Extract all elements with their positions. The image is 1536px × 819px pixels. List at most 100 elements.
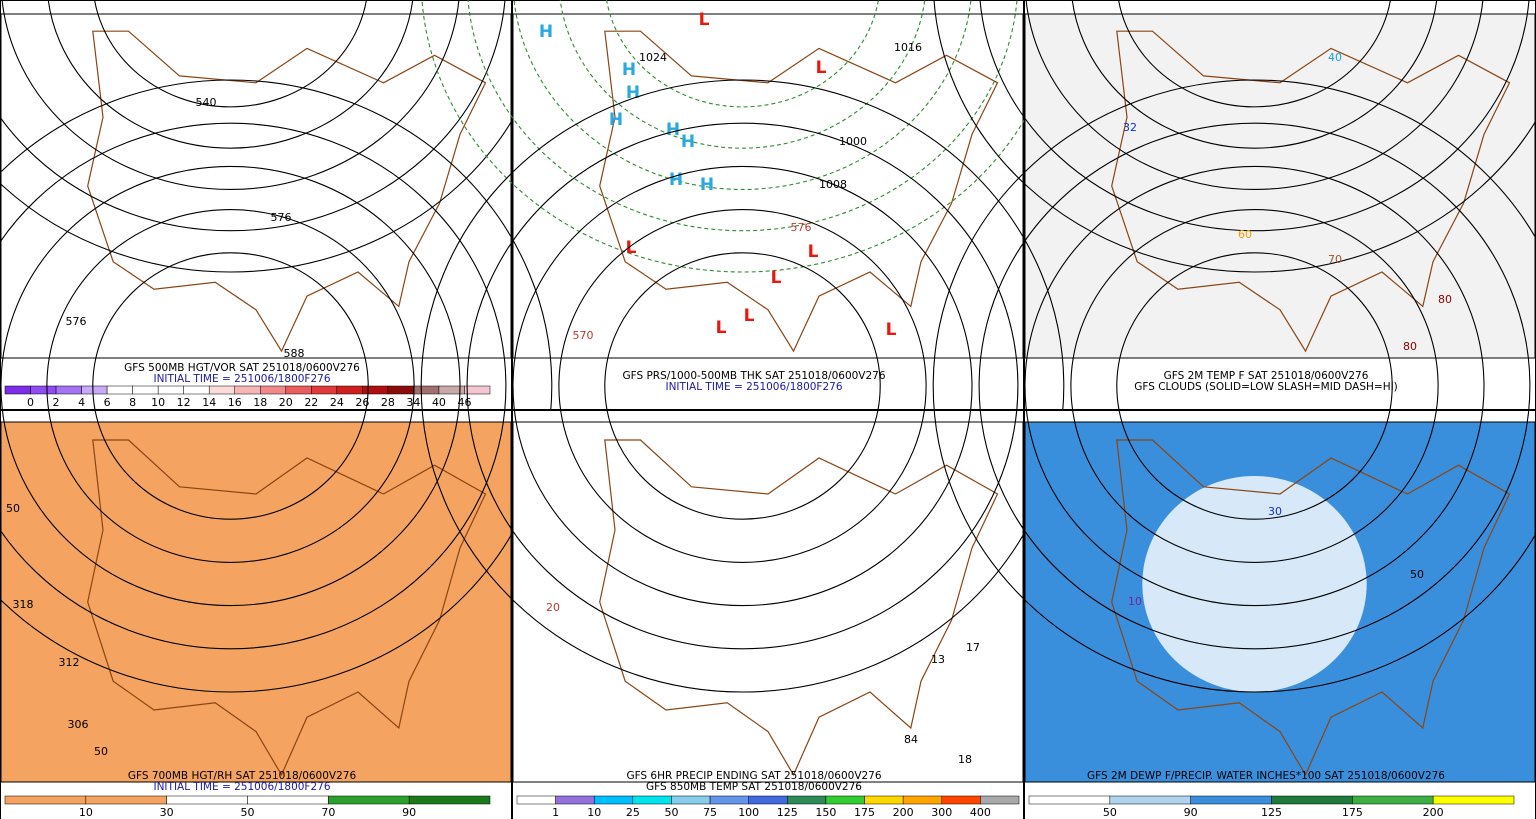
map-label: L (716, 318, 727, 338)
colorbar-swatch (132, 385, 159, 395)
colorbar-swatch (183, 385, 210, 395)
colorbar-label: 200 (1423, 806, 1444, 819)
panel: 540 576 576 588 GFS 500MB HGT/VOR SAT 251018… (0, 0, 552, 410)
colorbar-swatch (413, 385, 440, 395)
colorbar-label: 28 (381, 396, 395, 409)
colorbar-label: 125 (777, 806, 798, 819)
colorbar-swatch (864, 795, 904, 805)
colorbar-swatch (1352, 795, 1434, 805)
map-label: H (626, 83, 640, 103)
colorbar-swatch (4, 385, 31, 395)
colorbar-swatch (157, 385, 184, 395)
map-label: H (681, 132, 695, 152)
map-label: 10 (1128, 595, 1142, 608)
contour (1025, 0, 1484, 190)
map-label: 576 (791, 221, 812, 234)
coastline (1111, 439, 1511, 777)
colorbar-label: 90 (402, 806, 416, 819)
colorbar-label: 75 (703, 806, 717, 819)
colorbar-label: 300 (931, 806, 952, 819)
map-label: 576 (66, 315, 87, 328)
map-label: H (669, 170, 683, 190)
colorbar-swatch (247, 795, 329, 805)
contour (933, 0, 1536, 273)
caption: GFS 6HR PRECIP ENDING SAT 251018/0600V27… (626, 770, 881, 782)
colorbar-label: 12 (177, 396, 191, 409)
colorbar-swatch (748, 795, 788, 805)
colorbar-label: 100 (738, 806, 759, 819)
colorbar-swatch (671, 795, 711, 805)
colorbar-swatch (81, 385, 108, 395)
contour (0, 165, 461, 607)
contour (1024, 165, 1485, 607)
contour (46, 209, 415, 563)
colorbar-swatch (55, 385, 82, 395)
colorbar-swatch (166, 795, 248, 805)
map-label: 30 (1268, 505, 1282, 518)
contour (1116, 252, 1393, 520)
map-label: 32 (1123, 121, 1137, 134)
map-label: L (744, 306, 755, 326)
caption: GFS 2M TEMP F SAT 251018/0600V276 (1164, 370, 1369, 382)
colorbar-label: 4 (78, 396, 85, 409)
colorbar-swatch (787, 795, 827, 805)
caption: GFS 850MB TEMP SAT 251018/0600V276 (646, 781, 862, 793)
colorbar-label: 1 (552, 806, 559, 819)
colorbar-label: 18 (253, 396, 267, 409)
colorbar-label: 50 (1103, 806, 1117, 819)
caption: INITIAL TIME = 251006/1800F276 (153, 781, 330, 793)
map-label: L (771, 268, 782, 288)
colorbar-label: 6 (104, 396, 111, 409)
map-label: 20 (546, 601, 560, 614)
colorbar-swatch (85, 795, 167, 805)
caption: GFS 2M DEWP F/PRECIP. WATER INCHES*100 S… (1087, 770, 1445, 782)
colorbar-label: 125 (1261, 806, 1282, 819)
contour (0, 122, 507, 650)
map-label: L (699, 10, 710, 30)
map-area (512, 13, 1024, 359)
colorbar-swatch (902, 795, 943, 805)
map-label: H (622, 60, 636, 80)
colorbar-swatch (593, 795, 634, 805)
colorbar-swatch (285, 385, 312, 395)
colorbar-label: 26 (355, 396, 369, 409)
colorbar-swatch (408, 795, 491, 805)
colorbar-swatch (825, 795, 865, 805)
contour (558, 209, 927, 563)
map-label: 1016 (894, 41, 922, 54)
map-label: 50 (94, 745, 108, 758)
map-label: 1000 (839, 135, 867, 148)
map-label: 60 (1238, 228, 1252, 241)
colorbar-label: 16 (228, 396, 242, 409)
colorbar-swatch (1028, 795, 1111, 805)
colorbar-label: 175 (1342, 806, 1363, 819)
map-label: 84 (904, 733, 918, 746)
map-area (0, 421, 512, 783)
colorbar-swatch (438, 385, 465, 395)
colorbar-label: 10 (151, 396, 165, 409)
map-label: 306 (68, 718, 89, 731)
contour (1118, 0, 1391, 108)
colorbar-swatch (336, 385, 363, 395)
colorbar-swatch (311, 385, 338, 395)
colorbar-label: 90 (1184, 806, 1198, 819)
contour (932, 79, 1536, 693)
colorbar-label: 20 (279, 396, 293, 409)
panel: 30 50 10 GFS 2M DEWP F/PRECIP. WATER INCHES… (932, 79, 1536, 819)
map-label: 17 (966, 641, 980, 654)
contour (0, 79, 553, 693)
colorbar-label: 50 (241, 806, 255, 819)
colorbar-swatch (260, 385, 287, 395)
map-label: 1024 (639, 51, 667, 64)
colorbar-label: 24 (330, 396, 344, 409)
map-area (0, 13, 512, 359)
map-label: H (539, 22, 553, 42)
contour (0, 0, 552, 273)
colorbar-swatch (387, 385, 414, 395)
map-label: L (816, 58, 827, 78)
colorbar-label: 10 (79, 806, 93, 819)
contour (978, 122, 1531, 650)
caption: GFS 700MB HGT/RH SAT 251018/0600V276 (128, 770, 357, 782)
